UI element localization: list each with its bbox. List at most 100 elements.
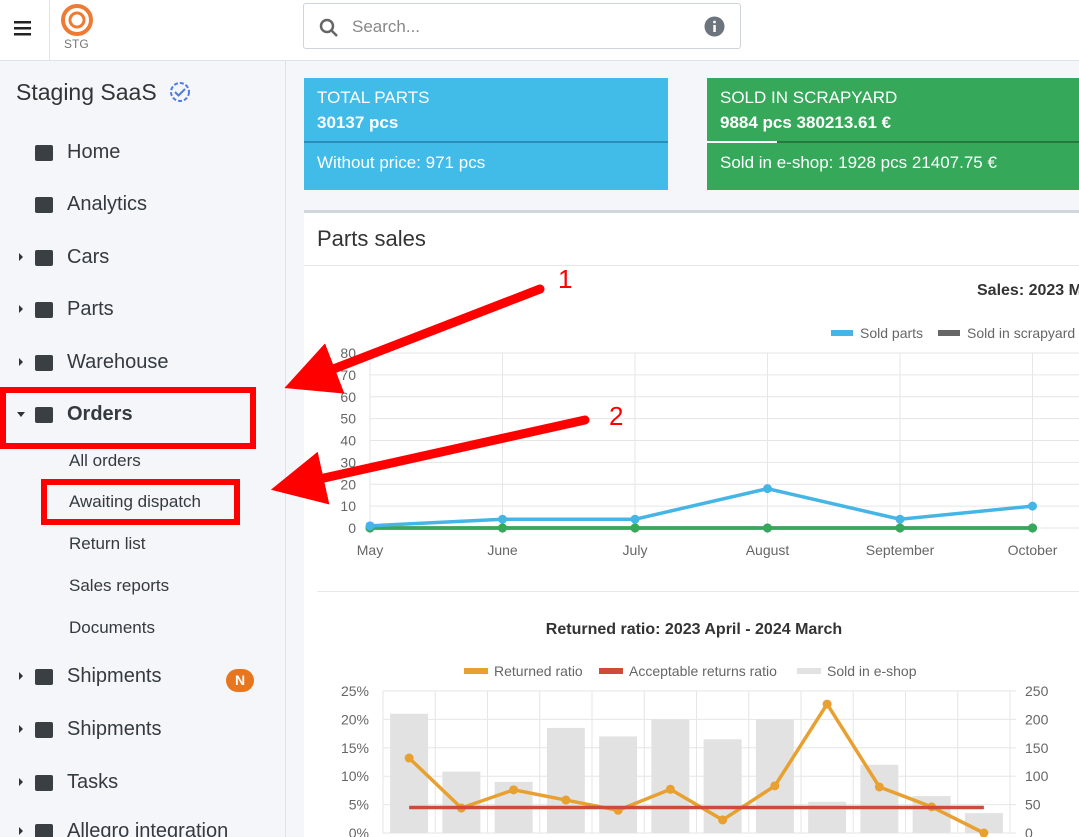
point [1028, 501, 1037, 511]
chart-title: Returned ratio: 2023 April - 2024 March [546, 621, 842, 638]
info-footer: Without price: 971 pcs [317, 153, 486, 172]
info-title: TOTAL PARTS [317, 88, 430, 107]
legend-label: Sold in scrapyard [967, 325, 1075, 341]
legend-label: Acceptable returns ratio [629, 663, 777, 679]
legend-label: Returned ratio [494, 663, 583, 679]
nav-icon [17, 407, 53, 423]
legend-swatch [938, 330, 960, 336]
x-tick-label: September [866, 542, 935, 558]
point [665, 784, 675, 794]
bar [599, 736, 638, 833]
nav-icon [19, 669, 53, 685]
nav-subitem[interactable]: Awaiting dispatch [69, 492, 201, 511]
point [509, 785, 519, 795]
point [630, 523, 640, 533]
info-value: 9884 pcs 380213.61 € [720, 113, 892, 132]
nav-icon [19, 824, 53, 837]
point [979, 828, 989, 837]
nav-item[interactable]: Warehouse [67, 351, 169, 373]
y2-tick-label: 100 [1025, 768, 1049, 784]
nav-item[interactable]: Shipments [67, 665, 162, 687]
search-placeholder: Search... [352, 17, 421, 36]
point [498, 514, 507, 524]
point [874, 782, 884, 792]
point [498, 523, 507, 533]
y-tick-label: 10% [341, 768, 369, 784]
info-box: SOLD IN SCRAPYARD 9884 pcs 380213.61 € S… [707, 78, 1079, 190]
search-box[interactable]: Search... [303, 3, 741, 49]
nav-icon [35, 145, 53, 161]
point [561, 795, 571, 805]
point [404, 753, 414, 763]
annotation-label: 2 [609, 401, 623, 431]
chart-title: Sales: 2023 M [977, 282, 1079, 299]
point [630, 514, 640, 524]
nav-icon [19, 302, 53, 318]
badge[interactable]: N [226, 669, 254, 692]
annotation-label: 1 [558, 264, 572, 294]
bar [860, 764, 899, 833]
arrow [284, 284, 545, 394]
legend-swatch [464, 668, 488, 674]
x-tick-label: June [487, 542, 518, 558]
y2-tick-label: 200 [1025, 711, 1049, 727]
point [365, 521, 375, 531]
y-tick-label: 20 [340, 476, 356, 492]
verified-icon [170, 82, 190, 102]
arrow [270, 415, 590, 505]
nav-subitem[interactable]: Return list [69, 534, 146, 553]
y2-tick-label: 150 [1025, 740, 1049, 756]
nav-icon [19, 775, 53, 791]
nav-icon [35, 197, 53, 213]
point [895, 523, 905, 533]
nav-item[interactable]: Home [67, 141, 121, 163]
y-tick-label: 0% [349, 825, 369, 837]
x-tick-label: August [746, 542, 790, 558]
y2-tick-label: 250 [1025, 683, 1049, 699]
nav-icon [19, 250, 53, 266]
nav-item[interactable]: Tasks [67, 771, 119, 793]
y-tick-label: 30 [340, 454, 356, 470]
y-tick-label: 25% [341, 683, 369, 699]
point [822, 699, 832, 709]
y-tick-label: 0 [348, 520, 356, 536]
top-bar: STG Search... [0, 0, 1079, 61]
line [407, 700, 985, 835]
nav-subitem[interactable]: Documents [69, 618, 155, 637]
info-footer: Sold in e-shop: 1928 pcs 21407.75 € [720, 153, 997, 172]
info-icon[interactable] [704, 16, 725, 37]
point [895, 514, 905, 524]
nav-item[interactable]: Shipments [67, 718, 162, 740]
y-tick-label: 50 [340, 411, 356, 427]
nav-icon [19, 355, 53, 371]
info-box: TOTAL PARTS 30137 pcs Without price: 971… [304, 78, 668, 190]
y-tick-label: 15% [341, 740, 369, 756]
bar [546, 727, 585, 833]
menu-button[interactable] [14, 20, 32, 36]
point [763, 523, 772, 533]
nav-subitem[interactable]: Sales reports [69, 576, 170, 595]
point [718, 815, 728, 825]
nav-item[interactable]: Analytics [67, 193, 148, 215]
nav-icon [19, 722, 53, 738]
nav-item[interactable]: Allegro integration [67, 820, 229, 837]
legend-label: Sold parts [860, 325, 923, 341]
y2-tick-label: 50 [1025, 797, 1041, 813]
logo[interactable] [58, 3, 98, 37]
nav-subitem[interactable]: All orders [69, 451, 141, 470]
highlight-box [41, 479, 240, 525]
bar [390, 713, 429, 833]
nav-item[interactable]: Cars [67, 246, 110, 268]
legend-label: Sold in e-shop [827, 663, 917, 679]
nav-item[interactable]: Orders [67, 403, 133, 425]
y2-tick-label: 0 [1025, 825, 1033, 837]
info-value: 30137 pcs [317, 113, 399, 132]
x-tick-label: May [357, 542, 383, 558]
point [770, 781, 780, 791]
nav-item[interactable]: Parts [67, 298, 114, 320]
line [369, 486, 1033, 528]
